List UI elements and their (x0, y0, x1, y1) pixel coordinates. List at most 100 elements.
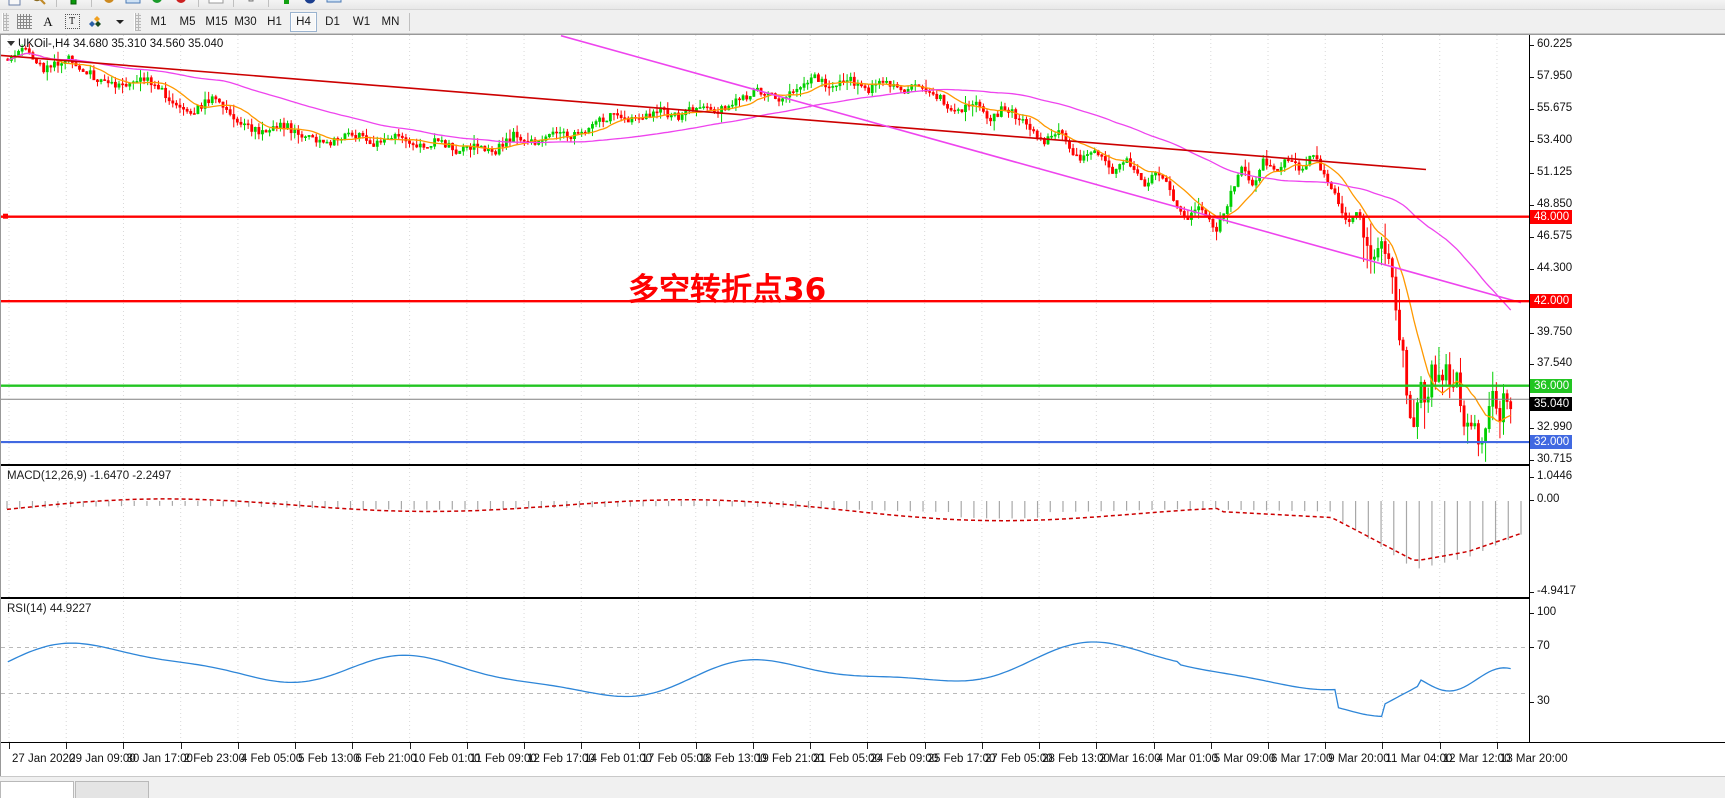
axis-tick-label: 30.715 (1537, 453, 1573, 466)
axis-tick-label: 53.400 (1537, 133, 1573, 146)
chart-canvas[interactable]: UKOil-,H4 34.680 35.310 34.560 35.040 多空… (0, 34, 1725, 777)
time-tick (867, 743, 869, 749)
circle-orange-icon[interactable] (98, 0, 120, 9)
crosshair-grid-icon[interactable] (12, 12, 36, 32)
timeframe-mn[interactable]: MN (381, 15, 400, 28)
time-axis[interactable]: 27 Jan 2020 29 Jan 09:00 30 Jan 17:00 2 Feb… (1, 742, 1725, 776)
time-tick-label: 18 Feb 13:00 (698, 753, 767, 765)
scale-icon[interactable] (240, 0, 262, 9)
toolbar-divider (198, 0, 199, 7)
time-tick (352, 743, 354, 749)
axis-tick (1530, 500, 1534, 501)
time-tick-label: 11 Feb 09:00 (469, 753, 537, 765)
time-tick-label: 12 Mar 12:00 (1442, 753, 1511, 765)
time-tick (295, 743, 297, 749)
collapse-arrow-icon[interactable] (7, 41, 15, 47)
symbol-header: UKOil-,H4 34.680 35.310 34.560 35.040 (7, 38, 223, 50)
indicators-icon[interactable] (84, 12, 108, 32)
axis-tick (1530, 268, 1534, 270)
timeframe-h4[interactable]: H4 (290, 11, 317, 32)
timeframe-m1[interactable]: M1 (150, 15, 167, 28)
timeframe-m30[interactable]: M30 (234, 15, 257, 28)
time-tick-label: 5 Feb 13:00 (298, 753, 360, 765)
toolbar-upper-icons (0, 0, 345, 9)
price-badge[interactable]: 42.000 (1530, 294, 1573, 309)
dropdown-caret-icon[interactable] (108, 12, 132, 32)
circle-green-icon[interactable] (146, 0, 168, 9)
time-tick-label: 2 Feb 23:00 (183, 753, 246, 765)
time-tick (1439, 743, 1441, 749)
grid-pattern-icon[interactable] (205, 0, 227, 9)
time-tick (123, 743, 125, 749)
time-tick (581, 743, 583, 749)
timeframe-h1[interactable]: H1 (267, 15, 282, 28)
macd-axis-label: 1.0446 (1537, 470, 1573, 482)
rsi-panel[interactable]: RSI(14) 44.9227 (1, 601, 1529, 742)
toolbar: A T M1 M5 M15 M30 H1 H4 D1 W1 MN (0, 10, 1725, 34)
timeframe-m15[interactable]: M15 (205, 15, 228, 28)
window-blue-icon[interactable] (122, 0, 144, 9)
toolbar-divider (268, 0, 269, 7)
text-label-icon[interactable]: T (60, 12, 84, 32)
time-tick (1096, 743, 1098, 749)
chart-tab-active[interactable] (0, 781, 74, 798)
time-tick (1153, 743, 1155, 749)
axis-tick (1530, 460, 1534, 462)
price-plot: 多空转折点36 (1, 35, 1529, 464)
price-badge[interactable]: 48.000 (1530, 209, 1573, 224)
drawing-tools-group: A T (12, 10, 132, 34)
navy-globe-icon[interactable] (299, 0, 321, 9)
time-tick-label: 28 Feb 13:00 (1042, 753, 1110, 765)
time-tick (981, 743, 983, 749)
axis-tick-label: 46.575 (1537, 229, 1573, 242)
circle-red-icon[interactable] (170, 0, 192, 9)
macd-plot (6, 468, 1522, 597)
time-tick (1382, 743, 1384, 749)
timeframe-group: M1 M5 M15 M30 H1 H4 D1 W1 MN (144, 10, 405, 34)
toolbar-divider (233, 0, 234, 7)
chart-annotation[interactable]: 多空转折点36 (628, 272, 826, 308)
time-tick (9, 743, 10, 749)
time-tick-label: 9 Mar 20:00 (1328, 753, 1390, 765)
axis-tick (1530, 364, 1534, 366)
time-tick (638, 743, 640, 749)
timeframe-d1[interactable]: D1 (325, 15, 340, 28)
axis-tick (1530, 613, 1534, 614)
timeframe-w1[interactable]: W1 (352, 15, 371, 28)
bar-chart-icon[interactable] (63, 0, 85, 9)
text-font-icon[interactable]: A (43, 13, 53, 29)
price-badge[interactable]: 36.000 (1530, 378, 1573, 393)
blue-panel-icon[interactable] (323, 0, 345, 9)
toolbar-grip[interactable] (2, 12, 9, 31)
axis-tick-label: 32.990 (1537, 421, 1573, 434)
price-axis[interactable]: 60.225 57.950 55.675 53.400 51.125 48.850 46.5… (1529, 35, 1725, 777)
timeframe-grip[interactable] (134, 12, 141, 31)
macd-panel[interactable]: MACD(12,26,9) -1.6470 -2.2497 (1, 468, 1529, 599)
magnifier-icon[interactable] (28, 0, 50, 9)
rsi-plot (1, 601, 1529, 742)
axis-tick (1530, 647, 1534, 648)
timeframe-m5[interactable]: M5 (179, 15, 196, 28)
rsi-axis-label: 70 (1537, 640, 1550, 652)
price-badge[interactable]: 35.040 (1530, 397, 1573, 412)
time-tick (466, 743, 468, 749)
toolbar-divider (56, 0, 57, 7)
axis-tick-label: 44.300 (1537, 261, 1573, 274)
time-tick-label: 5 Mar 09:00 (1213, 753, 1276, 765)
time-tick-label: 6 Mar 17:00 (1271, 753, 1333, 765)
green-bar-icon[interactable] (275, 0, 297, 9)
time-tick-label: 24 Feb 09:00 (870, 753, 939, 765)
new-chart-icon[interactable] (4, 0, 26, 9)
axis-tick (1530, 204, 1534, 206)
time-tick (924, 743, 926, 749)
axis-tick (1530, 592, 1534, 593)
price-panel[interactable]: UKOil-,H4 34.680 35.310 34.560 35.040 多空… (1, 35, 1529, 466)
chart-tab[interactable] (75, 781, 149, 798)
symbol-header-text: UKOil-,H4 34.680 35.310 34.560 35.040 (18, 38, 224, 50)
toolbar-divider (409, 12, 410, 31)
price-badge[interactable]: 32.000 (1530, 435, 1573, 450)
toolbar-divider (91, 0, 92, 7)
axis-tick (1530, 477, 1534, 478)
axis-tick (1530, 172, 1534, 174)
time-tick (1268, 743, 1270, 749)
